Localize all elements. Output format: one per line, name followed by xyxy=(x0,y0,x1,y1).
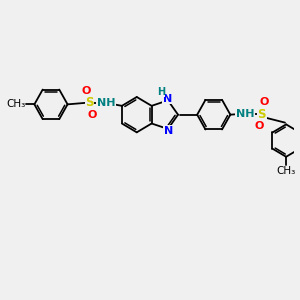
Text: O: O xyxy=(88,110,97,120)
Text: S: S xyxy=(258,108,266,121)
Text: S: S xyxy=(85,96,94,110)
Text: NH: NH xyxy=(236,109,254,119)
Text: N: N xyxy=(163,94,172,103)
Text: NH: NH xyxy=(97,98,116,108)
Text: O: O xyxy=(254,122,264,131)
Text: CH₃: CH₃ xyxy=(277,166,296,176)
Text: O: O xyxy=(260,97,269,107)
Text: H: H xyxy=(157,86,165,97)
Text: N: N xyxy=(164,126,173,136)
Text: O: O xyxy=(82,85,91,95)
Text: CH₃: CH₃ xyxy=(6,99,25,110)
